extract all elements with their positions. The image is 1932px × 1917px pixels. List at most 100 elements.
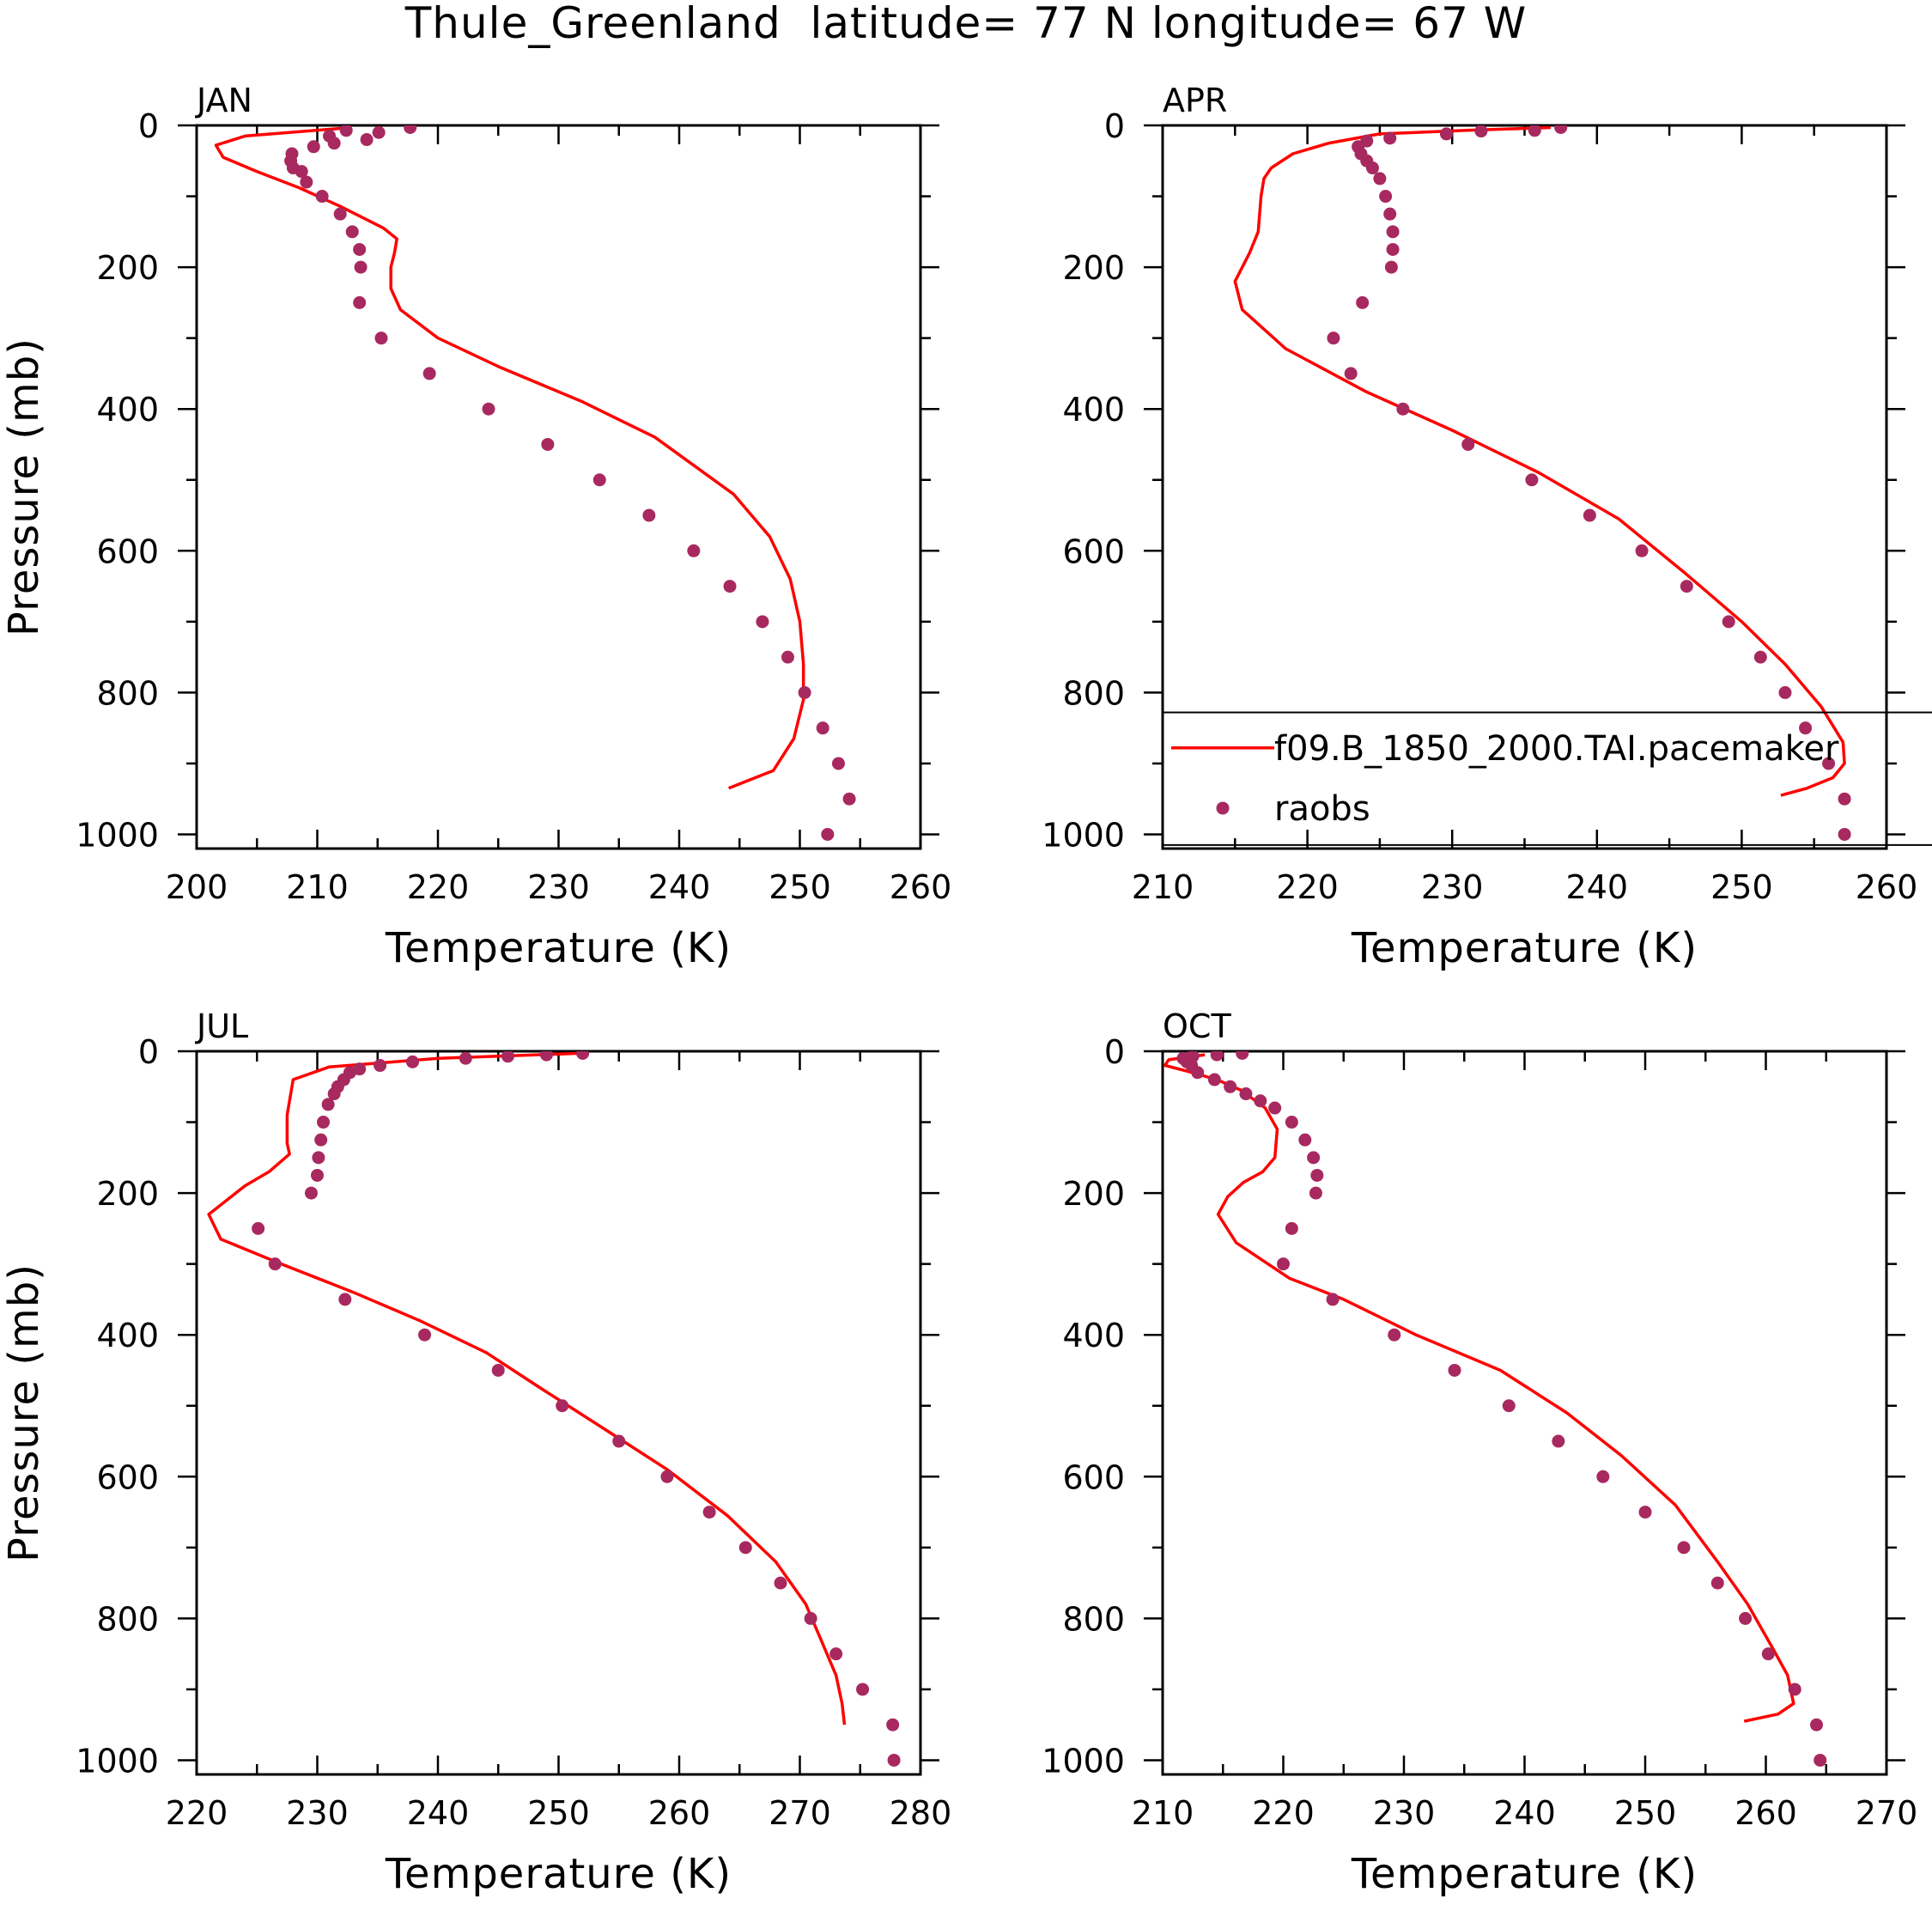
raobs-point: [1388, 1328, 1401, 1342]
x-tick-label: 210: [286, 868, 349, 906]
raobs-point: [1753, 650, 1767, 664]
raobs-point: [856, 1683, 870, 1696]
raobs-point: [804, 1611, 817, 1625]
raobs-point: [738, 1541, 752, 1555]
raobs-point: [642, 508, 656, 522]
raobs-point: [612, 1434, 626, 1448]
y-tick-label: 400: [1062, 1317, 1125, 1354]
raobs-point: [491, 1363, 505, 1377]
raobs-point: [592, 473, 606, 487]
figure-title: Thule_Greenland latitude= 77 N longitude…: [404, 0, 1528, 48]
raobs-point: [1778, 685, 1792, 699]
x-axis-label: Temperature (K): [385, 924, 732, 972]
x-tick-label: 210: [1132, 1794, 1194, 1832]
raobs-point: [1739, 1611, 1753, 1625]
raobs-point: [1298, 1133, 1312, 1147]
raobs-point: [404, 125, 417, 134]
x-tick-label: 230: [286, 1794, 349, 1832]
raobs-point: [821, 827, 835, 841]
raobs-point: [1285, 1221, 1298, 1235]
raobs-point: [1838, 792, 1851, 806]
x-axis-label: Temperature (K): [385, 1850, 732, 1898]
raobs-point: [1379, 190, 1393, 204]
raobs-point: [1365, 161, 1379, 175]
raobs-point: [418, 1328, 432, 1342]
raobs-point: [1680, 580, 1693, 593]
x-tick-label: 250: [769, 868, 831, 906]
raobs-point: [317, 1116, 331, 1129]
y-tick-label: 800: [96, 674, 159, 712]
raobs-point: [723, 580, 737, 593]
x-tick-label: 250: [527, 1794, 590, 1832]
raobs-point: [354, 260, 368, 274]
raobs-point: [1810, 1718, 1824, 1731]
x-tick-label: 220: [166, 1794, 228, 1832]
x-tick-label: 210: [1132, 868, 1194, 906]
raobs-point: [756, 615, 769, 629]
raobs-point: [374, 1059, 387, 1073]
x-tick-label: 230: [527, 868, 590, 906]
x-tick-label: 230: [1373, 1794, 1436, 1832]
y-tick-label: 1000: [1042, 1742, 1125, 1780]
raobs-point: [315, 190, 329, 204]
raobs-point: [360, 133, 374, 147]
panel-oct: OCT 210 220 230 240 250 260 270 0 200 400 600 800 100…: [1042, 1007, 1917, 1898]
plot-area: [207, 1051, 901, 1767]
raobs-point: [374, 332, 388, 345]
raobs-point: [405, 1055, 419, 1068]
raobs-point: [1552, 1434, 1565, 1448]
raobs-point: [1373, 172, 1387, 186]
x-tick-label: 250: [1710, 868, 1773, 906]
plot-area: [214, 125, 856, 841]
plot-area: [1163, 1051, 1827, 1767]
y-tick-label: 0: [138, 1033, 159, 1071]
raobs-point: [321, 1098, 335, 1111]
raobs-point: [323, 129, 337, 143]
raobs-point: [887, 1753, 901, 1767]
raobs-point: [886, 1718, 900, 1731]
raobs-point: [1838, 827, 1851, 841]
raobs-point: [798, 685, 811, 699]
raobs-point: [1710, 1576, 1724, 1590]
x-tick-label: 280: [890, 1794, 952, 1832]
raobs-point: [1814, 1753, 1827, 1767]
raobs-point: [774, 1576, 787, 1590]
raobs-point: [1327, 332, 1340, 345]
raobs-point: [1788, 1683, 1801, 1696]
y-tick-label: 0: [1104, 107, 1125, 145]
raobs-point: [252, 1221, 265, 1235]
raobs-point: [842, 792, 856, 806]
y-tick-label: 200: [1062, 1175, 1125, 1213]
raobs-point: [1310, 1168, 1324, 1182]
x-tick-label: 260: [648, 1794, 711, 1832]
raobs-point: [1236, 1051, 1249, 1060]
y-tick-label: 800: [96, 1600, 159, 1638]
raobs-point: [1207, 1073, 1221, 1086]
raobs-point: [1268, 1101, 1282, 1115]
raobs-point: [338, 1293, 352, 1306]
raobs-point: [816, 721, 829, 735]
raobs-point: [1474, 125, 1488, 138]
raobs-point: [1583, 508, 1596, 522]
raobs-point: [1554, 125, 1568, 134]
raobs-point: [304, 1186, 318, 1200]
x-tick-label: 220: [1252, 1794, 1315, 1832]
raobs-point: [1635, 544, 1649, 557]
raobs-point: [327, 1087, 341, 1101]
y-tick-label: 400: [96, 391, 159, 429]
panels: JAN 200 210 220 230 240 250 260 0 200 400 600 800 100…: [0, 82, 1932, 1898]
legend-label: f09.B_1850_2000.TAI.pacemaker: [1274, 729, 1839, 769]
raobs-point: [501, 1051, 514, 1063]
x-tick-label: 240: [1566, 868, 1629, 906]
x-axis-label: Temperature (K): [1351, 924, 1698, 972]
legend-label: raobs: [1274, 789, 1370, 829]
x-tick-label: 250: [1614, 1794, 1677, 1832]
x-tick-label: 260: [1856, 868, 1918, 906]
panel-jan: JAN 200 210 220 230 240 250 260 0 200 400 600 800 100…: [0, 82, 951, 972]
raobs-point: [1528, 125, 1541, 137]
raobs-point: [702, 1506, 716, 1519]
y-tick-label: 600: [1062, 532, 1125, 570]
raobs-point: [1596, 1470, 1610, 1483]
raobs-point: [1383, 131, 1397, 145]
x-tick-label: 260: [890, 868, 952, 906]
